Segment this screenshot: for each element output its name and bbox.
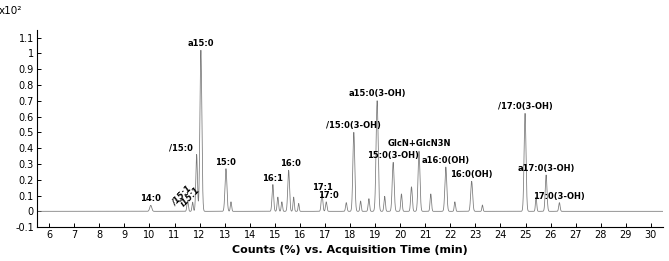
Text: 17:0(3-OH): 17:0(3-OH) [533,192,585,200]
X-axis label: Counts (%) vs. Acquisition Time (min): Counts (%) vs. Acquisition Time (min) [232,245,468,256]
Text: 16:0(OH): 16:0(OH) [450,170,493,179]
Text: 17:0: 17:0 [318,191,339,200]
Text: 15:0: 15:0 [215,158,236,167]
Text: 17:1: 17:1 [312,183,332,192]
Text: i15:1: i15:1 [179,185,202,208]
Text: 16:1: 16:1 [262,174,284,182]
Text: 14:0: 14:0 [140,194,161,203]
Text: GlcN+GlcN3N: GlcN+GlcN3N [387,139,451,148]
Text: x10²: x10² [0,6,23,16]
Text: a17:0(3-OH): a17:0(3-OH) [517,164,575,173]
Text: /15:0(3-OH): /15:0(3-OH) [326,121,381,130]
Text: /17:0(3-OH): /17:0(3-OH) [498,102,553,111]
Text: 16:0: 16:0 [280,159,301,168]
Text: a15:0(3-OH): a15:0(3-OH) [349,89,406,98]
Text: /15:0: /15:0 [169,144,193,153]
Text: a16:0(OH): a16:0(OH) [421,156,470,165]
Text: a15:0: a15:0 [187,39,214,48]
Text: /15:1: /15:1 [170,183,193,207]
Text: 15:0(3-OH): 15:0(3-OH) [367,151,419,160]
